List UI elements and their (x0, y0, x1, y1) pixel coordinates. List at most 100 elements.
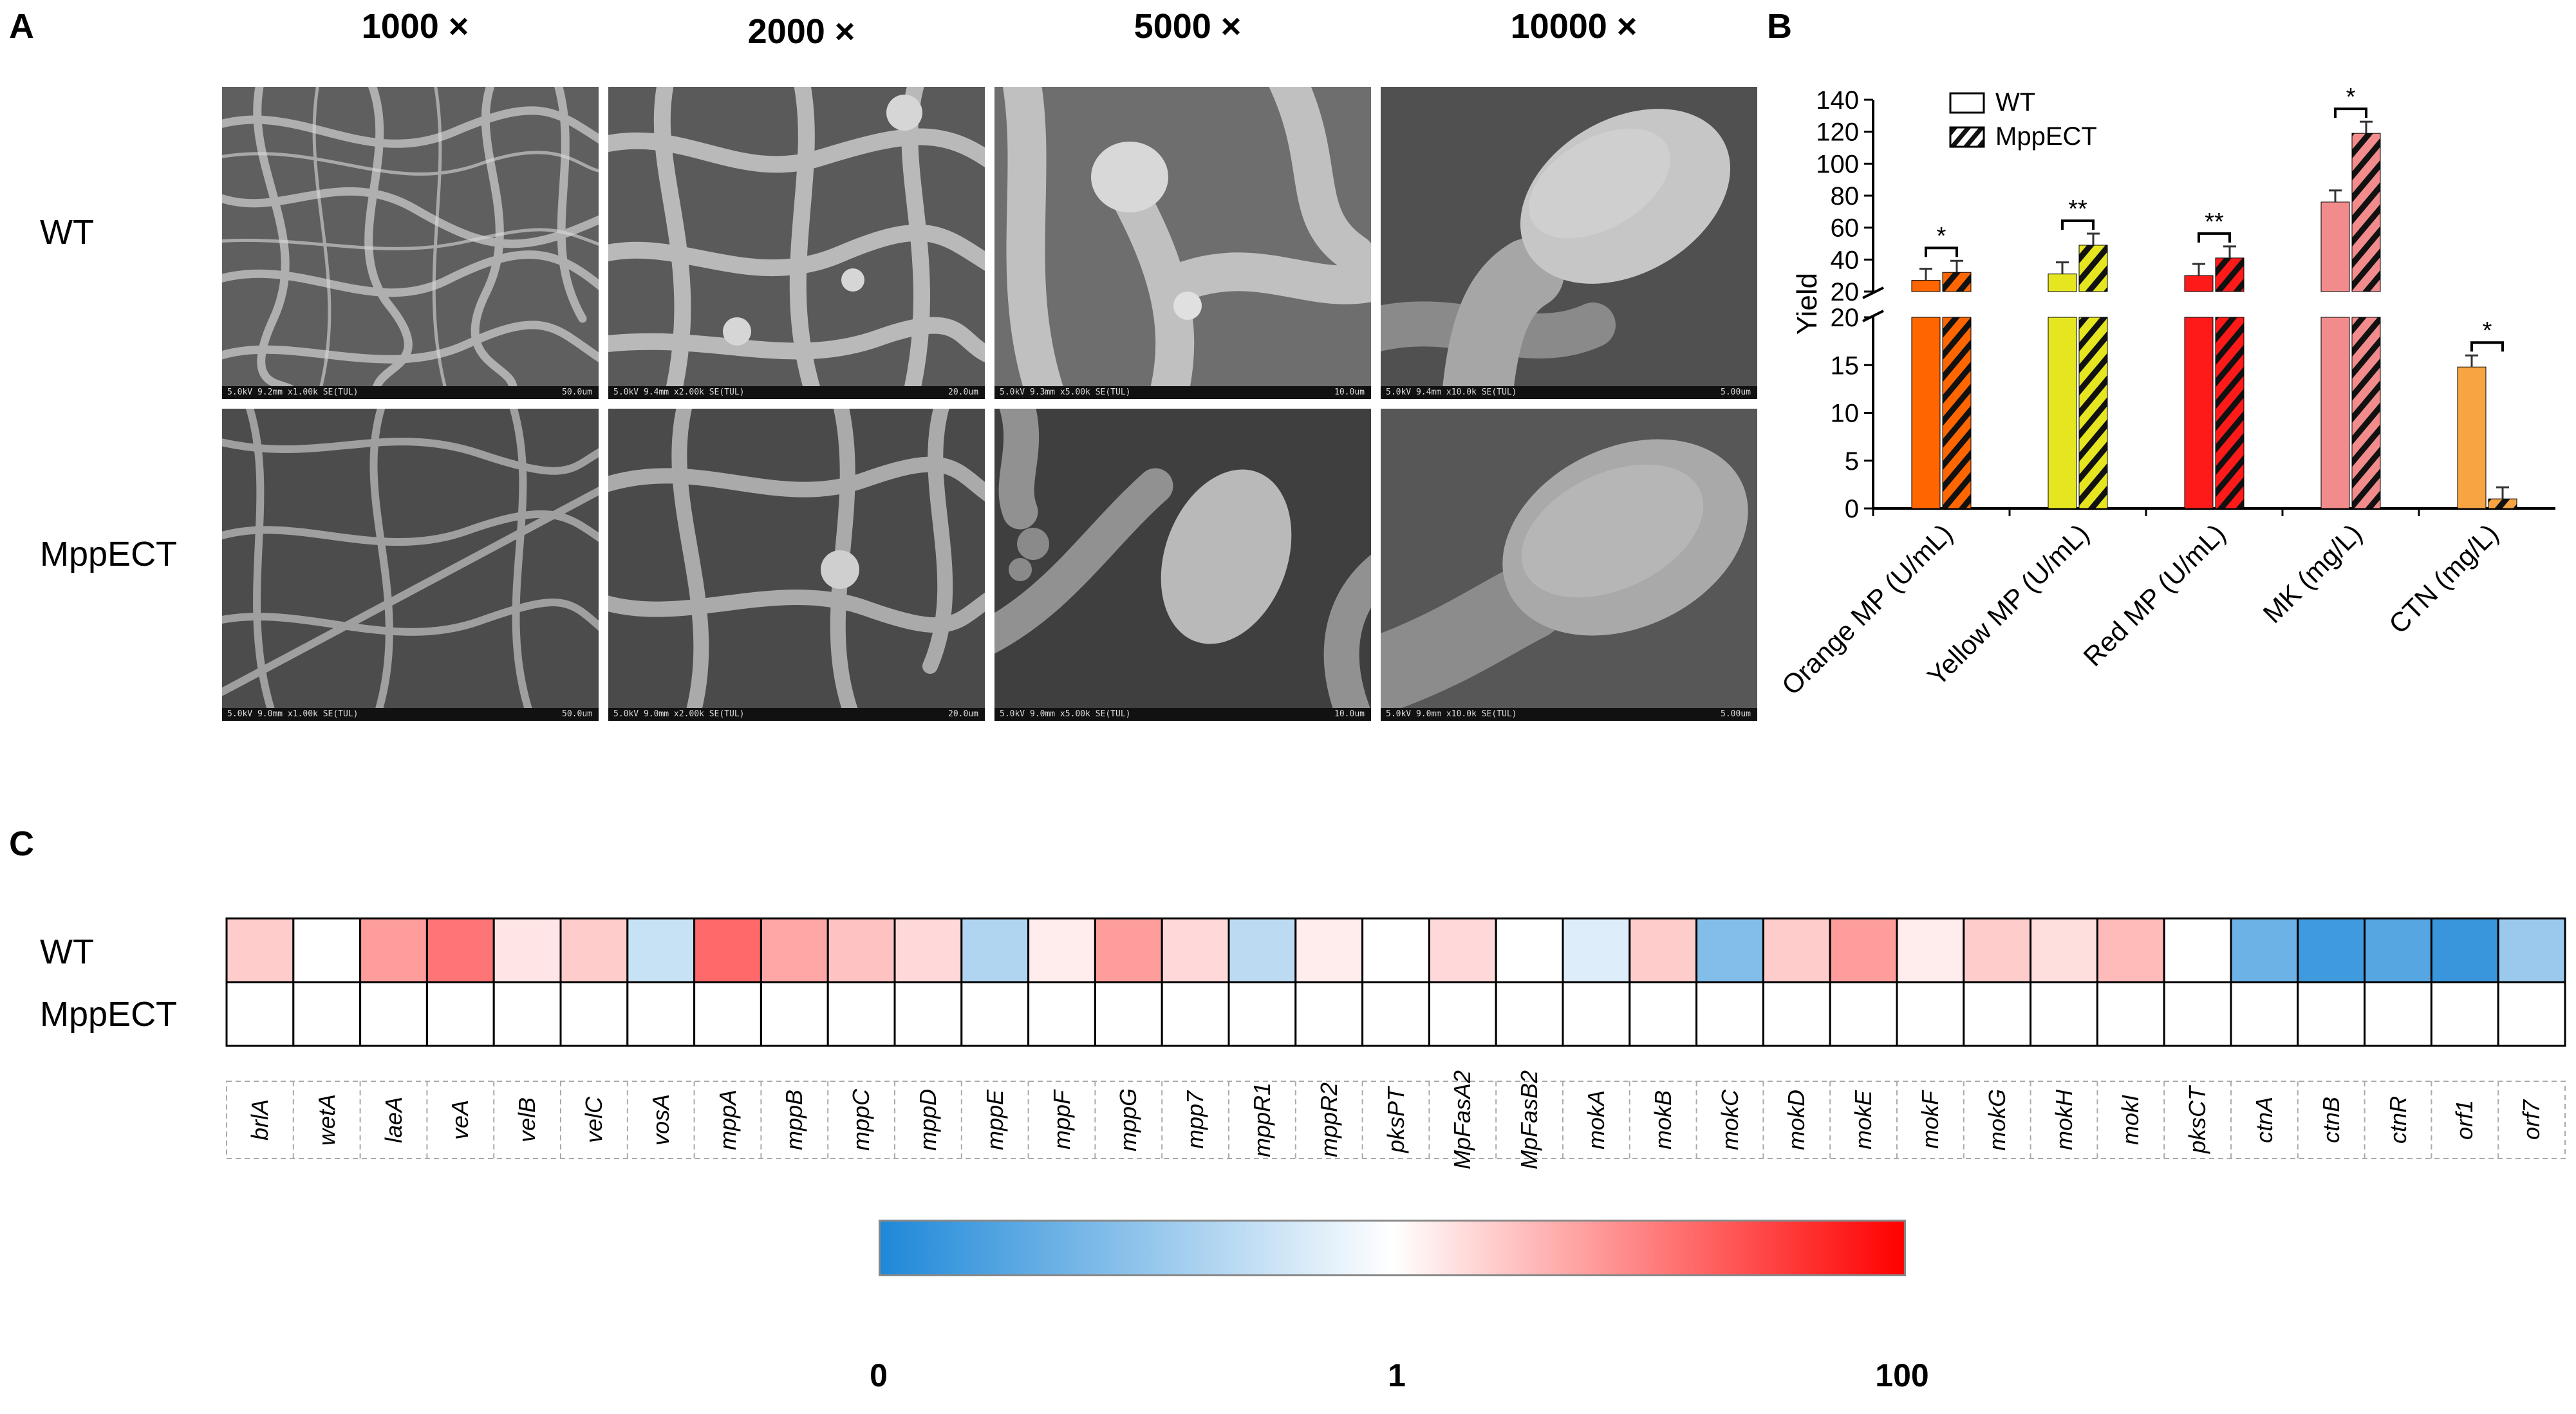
gene-label: mpp7 (1182, 1090, 1209, 1149)
heatmap-cell (559, 981, 629, 1047)
heatmap-cell (1361, 917, 1430, 983)
gene-label: velB (514, 1097, 541, 1143)
heatmap-cell (760, 917, 829, 983)
y-tick-label: 10 (1831, 400, 1860, 428)
heatmap-cell (1027, 981, 1096, 1047)
gene-label: MpFasA2 (1449, 1070, 1476, 1170)
significance-bracket (1925, 247, 1958, 257)
bar-mppect (1942, 317, 1972, 509)
legend-swatch-mppect (1949, 126, 1985, 148)
gene-label: ctnA (2250, 1096, 2277, 1144)
bar-mppect (2351, 133, 2381, 292)
heatmap-cell (2030, 917, 2098, 983)
heatmap-cell (1495, 981, 1564, 1047)
magnification-label: 5000 × (1134, 7, 1242, 46)
heatmap-cell (760, 981, 829, 1047)
gene-label: mppE (981, 1089, 1008, 1151)
heatmap-cell (1562, 917, 1631, 983)
heatmap-cell (1227, 981, 1297, 1047)
colorbar-tick-label: 0 (870, 1357, 888, 1393)
panel-b-letter: B (1767, 7, 1792, 46)
heatmap-cell (1094, 981, 1163, 1047)
sem-scale-strip: 5.0kV 9.4mm x2.00k SE(TUL) 20.0um (608, 386, 985, 399)
gene-label: orf1 (2451, 1099, 2478, 1140)
legend-label-mppect: MppECT (1995, 122, 2097, 151)
axis-break-mark (1862, 286, 1884, 299)
colorbar (879, 1220, 1906, 1276)
panel-a-letter: A (9, 7, 34, 46)
heatmap-cell (359, 917, 428, 983)
bar-mppect (2215, 257, 2245, 292)
gene-label: ctnB (2317, 1096, 2344, 1144)
heatmap-cell (1227, 917, 1297, 983)
gene-label: mokD (1783, 1089, 1810, 1151)
sem-scale-strip: 5.0kV 9.0mm x2.00k SE(TUL) 20.0um (608, 708, 985, 721)
bar-wt (2320, 201, 2350, 292)
gene-label: laeA (380, 1096, 407, 1144)
significance-bracket (2334, 107, 2367, 118)
gene-label: mppC (848, 1088, 875, 1151)
hyphae-texture (994, 409, 1371, 721)
bar-wt (2048, 274, 2077, 292)
gene-label: pksPT (1382, 1086, 1409, 1153)
significance-label: * (2346, 84, 2356, 111)
hyphae-texture (1381, 87, 1757, 399)
heatmap-cell (1695, 917, 1764, 983)
bar-mppect (2078, 245, 2108, 292)
heatmap-cell (1896, 981, 1965, 1047)
gene-label: mokE (1850, 1090, 1877, 1150)
gene-label: mppD (914, 1088, 941, 1151)
heatmap-cell (2096, 981, 2165, 1047)
heatmap-cell (2297, 917, 2366, 983)
significance-label: * (1937, 223, 1946, 250)
heatmap-cell (1829, 981, 1898, 1047)
heatmap-cell (2430, 917, 2499, 983)
heatmap-row-label-mppect: MppECT (40, 995, 178, 1034)
y-tick-label: 15 (1831, 351, 1860, 380)
gene-label: mppR1 (1248, 1082, 1275, 1158)
hyphae-texture (1381, 409, 1757, 716)
bar-mppect (1942, 272, 1972, 292)
gene-label: mppR2 (1315, 1082, 1342, 1158)
y-tick-label: 100 (1816, 150, 1859, 178)
heatmap-cell (2297, 981, 2366, 1047)
bar-mppect (2215, 317, 2245, 509)
heatmap-cell (2096, 917, 2165, 983)
panel-c-letter: C (9, 824, 34, 863)
legend-swatch-wt (1949, 92, 1985, 114)
heatmap-cell (826, 981, 896, 1047)
heatmap-cell (1629, 981, 1698, 1047)
sem-micrograph: 5.0kV 9.0mm x1.00k SE(TUL) 50.0um (222, 409, 599, 721)
sem-scale-strip: 5.0kV 9.0mm x10.0k SE(TUL) 5.00um (1381, 708, 1757, 721)
heatmap-cell (1762, 981, 1831, 1047)
gene-label: mppG (1115, 1088, 1142, 1152)
gene-label: mokC (1716, 1089, 1743, 1151)
gene-label: MpFasB2 (1516, 1070, 1543, 1170)
y-tick-label: 5 (1845, 447, 1859, 476)
gene-label: mokG (1983, 1088, 2010, 1151)
bar-mppect (2351, 317, 2381, 509)
colorbar-tick-label: 1 (1388, 1357, 1406, 1393)
hyphae-texture (608, 87, 985, 399)
gene-label: mppB (781, 1089, 808, 1151)
gene-label: ctnR (2384, 1095, 2411, 1144)
heatmap-cell (1428, 917, 1497, 983)
gene-label: mokH (2050, 1089, 2077, 1151)
heatmap-cell (893, 917, 963, 983)
heatmap-cell (225, 981, 295, 1047)
sem-micrograph: 5.0kV 9.3mm x5.00k SE(TUL) 10.0um (994, 87, 1371, 399)
y-tick-label: 40 (1831, 246, 1860, 274)
heatmap-cell (960, 981, 1030, 1047)
heatmap-cell (1695, 981, 1764, 1047)
hyphae-texture (994, 87, 1371, 399)
magnification-label: 1000 × (361, 7, 469, 46)
gene-label: brlA (246, 1099, 273, 1141)
significance-bracket (2198, 232, 2231, 243)
hyphae-texture (222, 87, 599, 399)
heatmap-cell (1294, 917, 1364, 983)
heatmap-cell (359, 981, 428, 1047)
gene-label: mokB (1649, 1090, 1676, 1150)
yield-bar-chart: 2040608010012014005101520YieldWTMppECT*O… (1777, 84, 2555, 701)
heatmap-cell (960, 917, 1030, 983)
gene-label: velC (580, 1096, 607, 1144)
